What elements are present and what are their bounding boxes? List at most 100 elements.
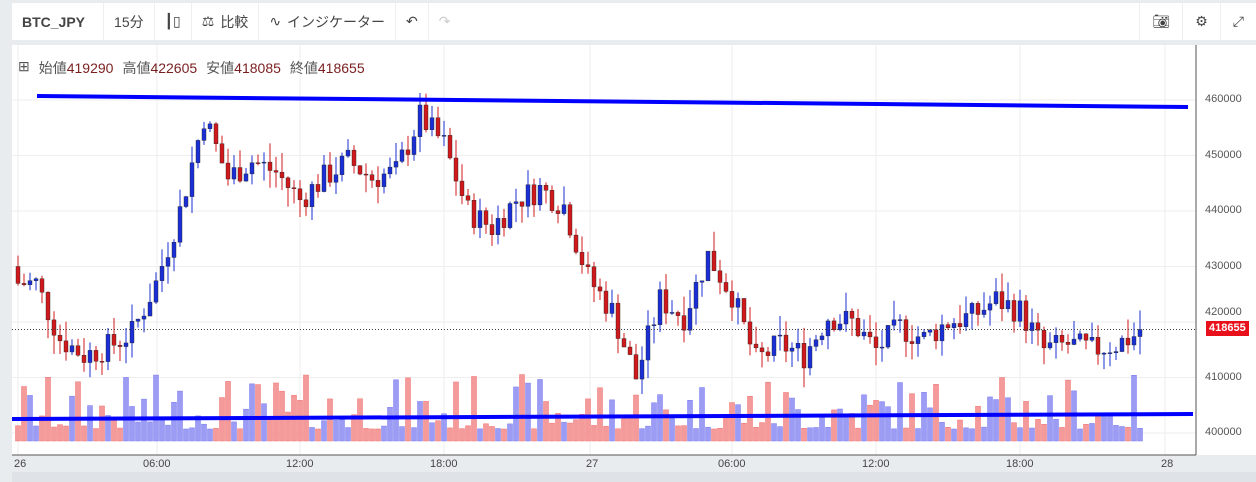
candle-body[interactable] — [465, 195, 471, 201]
candle-body[interactable] — [579, 252, 585, 265]
candle-body[interactable] — [1005, 300, 1011, 310]
candle-body[interactable] — [693, 282, 699, 309]
candle-body[interactable] — [921, 331, 927, 337]
candle-body[interactable] — [333, 174, 339, 183]
candle-body[interactable] — [531, 184, 537, 206]
candle-body[interactable] — [729, 291, 735, 308]
candle-body[interactable] — [999, 291, 1005, 310]
candle-body[interactable] — [753, 343, 759, 349]
candle-body[interactable] — [519, 201, 525, 207]
candle-body[interactable] — [879, 346, 885, 349]
fullscreen-button[interactable]: ⤢ — [1219, 3, 1256, 40]
support-trendline[interactable] — [11, 412, 1194, 421]
candle-body[interactable] — [363, 173, 369, 176]
candle-body[interactable] — [621, 338, 627, 348]
candle-body[interactable] — [957, 323, 963, 327]
candle-body[interactable] — [633, 354, 639, 380]
candle-body[interactable] — [399, 149, 405, 162]
candle-body[interactable] — [93, 350, 99, 362]
candle-body[interactable] — [1125, 337, 1131, 346]
candle-body[interactable] — [675, 312, 681, 316]
candle-body[interactable] — [1041, 329, 1047, 349]
candle-body[interactable] — [495, 218, 501, 235]
candle-body[interactable] — [1035, 322, 1041, 331]
candle-body[interactable] — [339, 155, 345, 175]
candle-body[interactable] — [897, 319, 903, 321]
candle-body[interactable] — [453, 157, 459, 182]
candle-body[interactable] — [303, 199, 309, 207]
candle-body[interactable] — [237, 167, 243, 182]
candle-body[interactable] — [471, 200, 477, 228]
candle-body[interactable] — [711, 250, 717, 272]
candle-body[interactable] — [681, 315, 687, 331]
candle-body[interactable] — [213, 123, 219, 144]
candle-body[interactable] — [867, 331, 873, 338]
candle-body[interactable] — [873, 336, 879, 348]
candle-body[interactable] — [219, 143, 225, 164]
candle-body[interactable] — [1023, 300, 1029, 331]
candle-body[interactable] — [99, 361, 105, 363]
candle-body[interactable] — [177, 206, 183, 243]
candle-body[interactable] — [615, 302, 621, 339]
candle-body[interactable] — [765, 351, 771, 356]
candle-body[interactable] — [1017, 300, 1023, 322]
indicators-button[interactable]: ∿ インジケーター — [259, 3, 397, 40]
candle-body[interactable] — [105, 334, 111, 362]
candle-body[interactable] — [411, 136, 417, 155]
candle-body[interactable] — [657, 289, 663, 325]
candle-body[interactable] — [57, 335, 63, 342]
candle-body[interactable] — [375, 180, 381, 187]
candle-body[interactable] — [459, 180, 465, 196]
candle-body[interactable] — [891, 319, 897, 326]
candle-body[interactable] — [645, 325, 651, 361]
candle-body[interactable] — [45, 292, 51, 321]
candle-body[interactable] — [267, 161, 273, 171]
candle-body[interactable] — [849, 310, 855, 319]
candle-body[interactable] — [735, 298, 741, 308]
redo-button[interactable]: ↷ — [429, 3, 461, 40]
candle-body[interactable] — [1047, 342, 1053, 349]
screenshot-button[interactable]: 📷︎ — [1139, 3, 1182, 40]
candle-body[interactable] — [705, 250, 711, 282]
candle-body[interactable] — [483, 210, 489, 225]
candle-body[interactable] — [969, 303, 975, 314]
candle-body[interactable] — [141, 315, 147, 320]
candle-body[interactable] — [423, 104, 429, 130]
candle-body[interactable] — [915, 336, 921, 344]
candle-body[interactable] — [489, 224, 495, 235]
candle-body[interactable] — [441, 135, 447, 137]
candle-body[interactable] — [387, 166, 393, 175]
candle-body[interactable] — [33, 278, 39, 281]
candle-body[interactable] — [201, 128, 207, 141]
candle-body[interactable] — [537, 184, 543, 206]
candle-body[interactable] — [771, 335, 777, 356]
candle-body[interactable] — [741, 298, 747, 323]
candle-body[interactable] — [987, 303, 993, 311]
candle-body[interactable] — [165, 257, 171, 267]
chart-type-button[interactable]: ┃▯ — [155, 3, 192, 40]
candle-body[interactable] — [87, 350, 93, 363]
candle-body[interactable] — [477, 210, 483, 228]
candle-body[interactable] — [357, 165, 363, 175]
candle-body[interactable] — [837, 323, 843, 330]
candle-body[interactable] — [75, 345, 81, 356]
candle-body[interactable] — [843, 310, 849, 325]
resistance-trendline[interactable] — [36, 94, 1189, 109]
candle-body[interactable] — [321, 164, 327, 192]
candle-body[interactable] — [591, 266, 597, 288]
candle-body[interactable] — [153, 280, 159, 303]
symbol-button[interactable]: BTC_JPY — [12, 3, 105, 40]
candle-body[interactable] — [561, 204, 567, 214]
candle-body[interactable] — [549, 190, 555, 211]
candle-body[interactable] — [1131, 336, 1137, 346]
candle-body[interactable] — [249, 162, 255, 175]
candle-body[interactable] — [189, 162, 195, 197]
candle-body[interactable] — [1083, 333, 1089, 341]
candle-body[interactable] — [801, 343, 807, 369]
candle-body[interactable] — [51, 319, 57, 336]
candle-body[interactable] — [1011, 300, 1017, 322]
candle-body[interactable] — [1119, 337, 1125, 352]
candle-body[interactable] — [669, 312, 675, 314]
candle-body[interactable] — [1071, 338, 1077, 345]
